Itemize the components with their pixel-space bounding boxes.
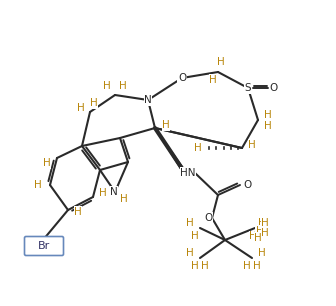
Text: O: O (243, 180, 251, 190)
Text: H: H (243, 261, 251, 271)
Text: H: H (258, 218, 265, 228)
Text: Br: Br (38, 241, 50, 251)
Text: N: N (110, 187, 118, 197)
Text: H: H (253, 261, 261, 271)
Text: H: H (191, 261, 199, 271)
Text: H: H (249, 231, 257, 241)
Text: N: N (144, 95, 152, 105)
Text: H: H (99, 188, 107, 198)
Text: S: S (245, 83, 251, 93)
Text: H: H (74, 207, 82, 217)
Text: H: H (119, 81, 127, 91)
FancyBboxPatch shape (25, 237, 64, 256)
Text: H: H (264, 110, 272, 120)
Text: H: H (186, 248, 194, 258)
Text: H: H (186, 218, 194, 228)
Text: H: H (261, 218, 269, 228)
Text: H: H (77, 103, 85, 113)
Text: H: H (256, 226, 264, 236)
Text: O: O (270, 83, 278, 93)
Text: H: H (209, 75, 217, 85)
Text: O: O (204, 213, 212, 223)
Text: H: H (90, 98, 98, 108)
Text: H: H (162, 120, 170, 130)
Text: H: H (254, 233, 262, 243)
Text: HN: HN (180, 168, 196, 178)
Text: H: H (191, 231, 199, 241)
Text: O: O (178, 73, 186, 83)
Text: H: H (248, 140, 256, 150)
Text: H: H (261, 228, 269, 238)
Text: H: H (103, 81, 111, 91)
Text: H: H (217, 57, 225, 67)
Text: H: H (194, 143, 202, 153)
Text: H: H (43, 158, 51, 168)
Text: H: H (34, 180, 42, 190)
Text: H: H (201, 261, 209, 271)
Text: H: H (120, 194, 128, 204)
Text: H: H (258, 248, 266, 258)
Text: H: H (264, 121, 272, 131)
